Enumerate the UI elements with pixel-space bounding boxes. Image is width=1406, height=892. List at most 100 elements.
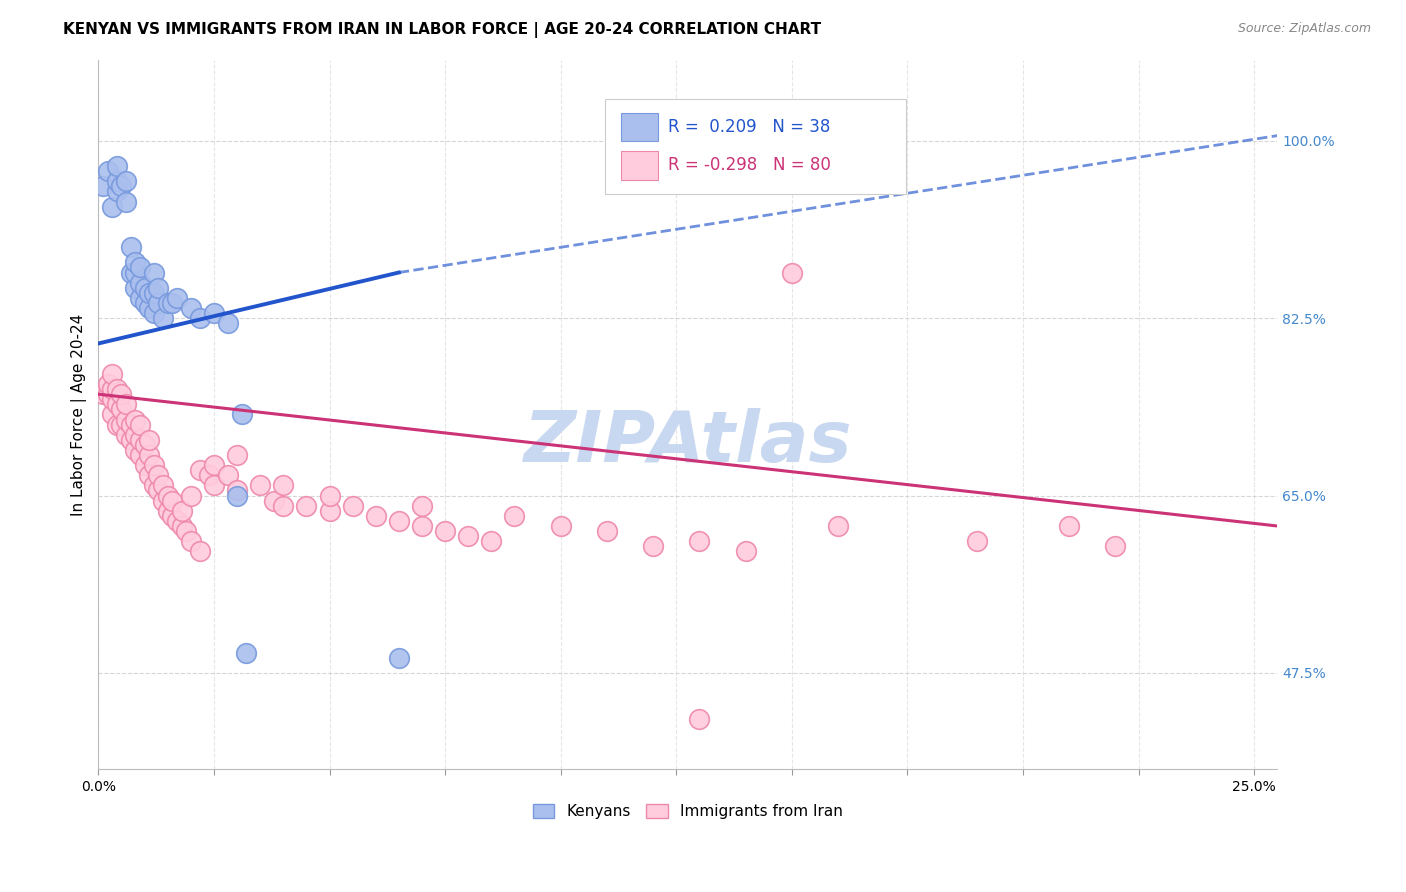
Point (202, 306, 225, 320)
Point (101, 392, 124, 407)
Point (198, 468, 221, 483)
Point (156, 504, 179, 518)
Point (827, 519, 849, 533)
Point (142, 478, 165, 492)
Point (129, 260, 152, 275)
Point (162, 493, 184, 508)
Point (110, 402, 132, 417)
Point (231, 408, 253, 422)
Point (142, 266, 165, 280)
Point (120, 433, 142, 447)
Point (129, 276, 152, 290)
Point (174, 524, 197, 538)
Point (156, 296, 179, 310)
Point (115, 427, 138, 442)
Point (156, 489, 179, 503)
Point (124, 442, 146, 457)
Text: KENYAN VS IMMIGRANTS FROM IRAN IN LABOR FORCE | AGE 20-24 CORRELATION CHART: KENYAN VS IMMIGRANTS FROM IRAN IN LABOR … (63, 22, 821, 38)
Point (97, 164, 120, 178)
Point (142, 285, 165, 300)
Point (688, 534, 710, 549)
Point (170, 519, 193, 533)
Point (115, 412, 138, 426)
Point (479, 534, 502, 549)
Point (202, 458, 225, 472)
Point (142, 458, 165, 472)
Point (120, 417, 142, 432)
Point (129, 433, 152, 447)
Point (105, 417, 128, 432)
Point (148, 281, 170, 295)
Point (388, 650, 411, 665)
Point (129, 448, 152, 462)
Point (217, 316, 239, 330)
Point (411, 519, 433, 533)
Point (271, 478, 294, 492)
Point (364, 508, 387, 523)
Point (97, 377, 120, 392)
Point (152, 311, 174, 326)
Point (124, 281, 146, 295)
Point (129, 291, 152, 305)
Point (188, 463, 211, 477)
Point (188, 311, 211, 326)
Point (180, 489, 202, 503)
Point (162, 508, 184, 523)
Point (91, 179, 114, 194)
Point (115, 397, 138, 411)
Point (134, 458, 156, 472)
Point (134, 281, 156, 295)
Point (966, 534, 988, 549)
Point (110, 417, 132, 432)
Point (643, 539, 665, 553)
Point (162, 296, 184, 310)
Point (138, 285, 160, 300)
Point (152, 493, 174, 508)
Point (180, 534, 202, 549)
Point (263, 493, 285, 508)
Point (124, 266, 146, 280)
Point (105, 382, 128, 396)
Point (457, 529, 479, 543)
Point (134, 438, 156, 452)
Point (688, 712, 710, 726)
Point (148, 468, 170, 483)
Point (101, 367, 124, 381)
Text: ZIPAtlas: ZIPAtlas (523, 409, 852, 477)
Point (188, 544, 211, 558)
FancyBboxPatch shape (620, 112, 658, 141)
Point (596, 524, 619, 538)
Point (105, 397, 128, 411)
FancyBboxPatch shape (606, 99, 905, 194)
Point (110, 387, 132, 401)
Point (120, 266, 142, 280)
Point (226, 483, 249, 498)
Text: R =  0.209   N = 38: R = 0.209 N = 38 (668, 118, 830, 136)
Point (124, 412, 146, 426)
Point (134, 296, 156, 310)
Y-axis label: In Labor Force | Age 20-24: In Labor Force | Age 20-24 (72, 313, 87, 516)
Point (170, 504, 193, 518)
Point (342, 499, 364, 513)
Point (152, 478, 174, 492)
Point (110, 179, 132, 194)
Point (202, 478, 225, 492)
Point (124, 255, 146, 269)
Point (142, 306, 165, 320)
Legend: Kenyans, Immigrants from Iran: Kenyans, Immigrants from Iran (527, 798, 849, 825)
Point (124, 427, 146, 442)
Point (780, 266, 803, 280)
Point (503, 508, 526, 523)
Point (226, 489, 249, 503)
Point (166, 291, 188, 305)
Point (105, 159, 128, 173)
Point (217, 468, 239, 483)
Point (101, 200, 124, 214)
Point (91, 387, 114, 401)
Point (734, 544, 756, 558)
Point (1057, 519, 1080, 533)
Point (105, 174, 128, 188)
Point (138, 448, 160, 462)
Point (148, 296, 170, 310)
Point (97, 387, 120, 401)
